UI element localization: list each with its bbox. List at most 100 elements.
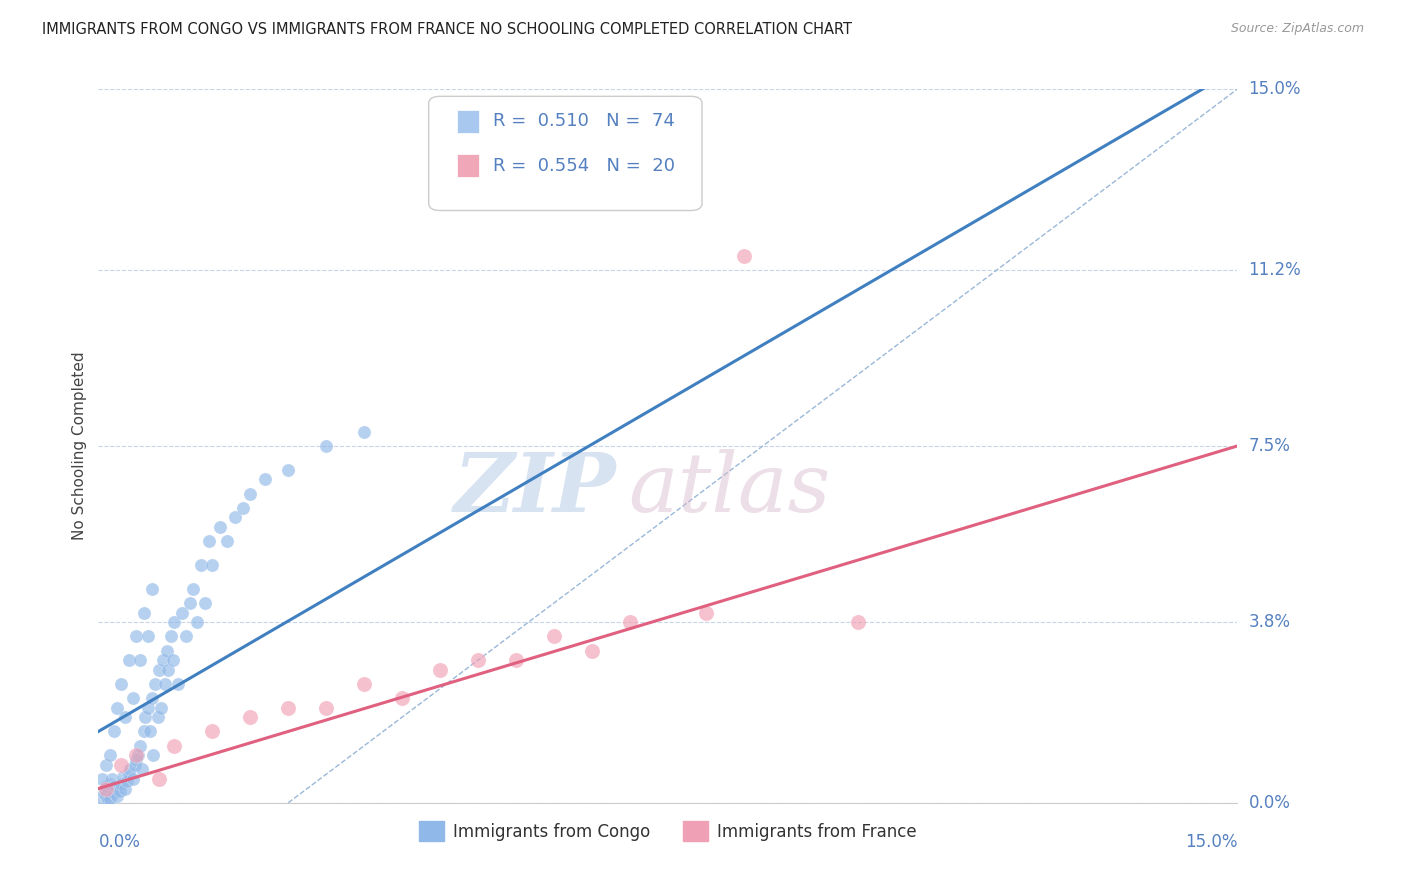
- FancyBboxPatch shape: [457, 154, 479, 177]
- Point: [156, 643, 179, 657]
- Point: [467, 653, 489, 667]
- Point: [94, 779, 117, 793]
- Point: [148, 663, 170, 677]
- Point: [103, 786, 125, 800]
- Point: [353, 425, 375, 439]
- FancyBboxPatch shape: [429, 96, 702, 211]
- Point: [183, 582, 205, 596]
- Point: [110, 757, 132, 772]
- Point: [201, 724, 224, 739]
- Point: [197, 534, 219, 549]
- Point: [149, 700, 172, 714]
- Point: [94, 789, 117, 803]
- Text: IMMIGRANTS FROM CONGO VS IMMIGRANTS FROM FRANCE NO SCHOOLING COMPLETED CORRELATI: IMMIGRANTS FROM CONGO VS IMMIGRANTS FROM…: [42, 22, 852, 37]
- Point: [110, 677, 132, 691]
- Point: [91, 772, 114, 786]
- Point: [170, 606, 193, 620]
- Point: [315, 700, 337, 714]
- Point: [391, 691, 413, 706]
- Point: [121, 772, 143, 786]
- FancyBboxPatch shape: [457, 110, 479, 133]
- Point: [125, 629, 148, 643]
- Point: [125, 748, 148, 763]
- Point: [104, 779, 127, 793]
- Point: [232, 500, 254, 515]
- Point: [846, 615, 869, 629]
- Point: [142, 748, 165, 763]
- Point: [91, 791, 114, 805]
- Text: atlas: atlas: [628, 449, 831, 529]
- Point: [127, 748, 149, 763]
- Point: [505, 653, 527, 667]
- Point: [190, 558, 212, 572]
- Point: [141, 582, 163, 596]
- Point: [141, 691, 163, 706]
- Point: [118, 767, 141, 781]
- Point: [194, 596, 217, 610]
- Point: [136, 700, 159, 714]
- Point: [733, 249, 755, 263]
- Point: [353, 677, 375, 691]
- Point: [254, 472, 277, 486]
- Point: [162, 653, 184, 667]
- Point: [186, 615, 208, 629]
- Point: [110, 777, 132, 791]
- Point: [543, 629, 565, 643]
- Point: [159, 629, 181, 643]
- Point: [111, 770, 134, 784]
- Point: [619, 615, 641, 629]
- Point: [155, 677, 177, 691]
- Text: R =  0.510   N =  74: R = 0.510 N = 74: [492, 112, 675, 130]
- Point: [136, 629, 159, 643]
- Point: [429, 663, 451, 677]
- Point: [129, 739, 152, 753]
- Point: [98, 748, 121, 763]
- Point: [98, 792, 121, 806]
- Point: [117, 774, 139, 789]
- Point: [146, 710, 169, 724]
- Point: [129, 653, 152, 667]
- Point: [132, 606, 155, 620]
- Point: [131, 763, 153, 777]
- Point: [163, 739, 186, 753]
- Point: [179, 596, 201, 610]
- Point: [107, 789, 129, 803]
- Point: [94, 757, 117, 772]
- Point: [134, 710, 156, 724]
- Point: [217, 534, 239, 549]
- Point: [224, 510, 246, 524]
- Text: 3.8%: 3.8%: [1249, 613, 1291, 631]
- Point: [163, 615, 186, 629]
- Point: [107, 700, 129, 714]
- Point: [201, 558, 224, 572]
- Point: [96, 793, 118, 807]
- Point: [118, 653, 141, 667]
- Point: [157, 663, 180, 677]
- Text: 15.0%: 15.0%: [1185, 833, 1237, 851]
- Point: [581, 643, 603, 657]
- Point: [93, 786, 115, 800]
- Text: ZIP: ZIP: [454, 449, 617, 529]
- Text: 7.5%: 7.5%: [1249, 437, 1291, 455]
- Point: [152, 653, 174, 667]
- Text: 0.0%: 0.0%: [1249, 794, 1291, 812]
- Point: [239, 710, 262, 724]
- Point: [94, 781, 117, 796]
- Point: [148, 772, 170, 786]
- Point: [114, 710, 136, 724]
- Point: [98, 777, 121, 791]
- Point: [132, 724, 155, 739]
- Text: 11.2%: 11.2%: [1249, 261, 1301, 279]
- Point: [114, 781, 136, 796]
- Point: [103, 724, 125, 739]
- Point: [208, 520, 231, 534]
- Text: 15.0%: 15.0%: [1249, 80, 1301, 98]
- Point: [167, 677, 190, 691]
- Point: [315, 439, 337, 453]
- Text: R =  0.554   N =  20: R = 0.554 N = 20: [492, 157, 675, 175]
- Point: [174, 629, 197, 643]
- Point: [108, 784, 131, 798]
- Point: [277, 700, 299, 714]
- Point: [695, 606, 717, 620]
- Point: [124, 757, 146, 772]
